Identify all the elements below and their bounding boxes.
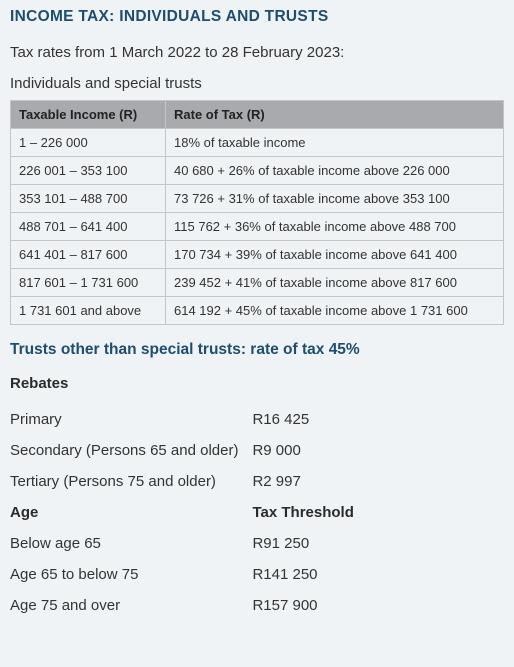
- cell-rate: 18% of taxable income: [166, 129, 504, 157]
- table-row: 817 601 – 1 731 600 239 452 + 41% of tax…: [11, 269, 504, 297]
- rebate-row: Tertiary (Persons 75 and older) R2 997: [10, 466, 354, 497]
- table-header-row: Taxable Income (R) Rate of Tax (R): [11, 101, 504, 129]
- individuals-subhead: Individuals and special trusts: [10, 75, 504, 92]
- threshold-row: Age 65 to below 75 R141 250: [10, 559, 354, 590]
- threshold-label: Age 75 and over: [10, 590, 252, 621]
- rebates-table: Primary R16 425 Secondary (Persons 65 an…: [10, 404, 354, 621]
- rebate-value: R2 997: [252, 466, 353, 497]
- rebate-row: Primary R16 425: [10, 404, 354, 435]
- rebate-value: R9 000: [252, 435, 353, 466]
- table-row: 641 401 – 817 600 170 734 + 39% of taxab…: [11, 241, 504, 269]
- cell-rate: 115 762 + 36% of taxable income above 48…: [166, 213, 504, 241]
- cell-income: 488 701 – 641 400: [11, 213, 166, 241]
- tax-brackets-table: Taxable Income (R) Rate of Tax (R) 1 – 2…: [10, 100, 504, 325]
- cell-income: 353 101 – 488 700: [11, 185, 166, 213]
- cell-rate: 73 726 + 31% of taxable income above 353…: [166, 185, 504, 213]
- trusts-rate-heading: Trusts other than special trusts: rate o…: [10, 341, 504, 359]
- tax-period-text: Tax rates from 1 March 2022 to 28 Februa…: [10, 44, 504, 61]
- col-header-income: Taxable Income (R): [11, 101, 166, 129]
- rebate-row: Secondary (Persons 65 and older) R9 000: [10, 435, 354, 466]
- cell-rate: 614 192 + 45% of taxable income above 1 …: [166, 297, 504, 325]
- page-title: INCOME TAX: INDIVIDUALS AND TRUSTS: [10, 8, 504, 26]
- threshold-value: R141 250: [252, 559, 353, 590]
- table-row: 353 101 – 488 700 73 726 + 31% of taxabl…: [11, 185, 504, 213]
- col-header-rate: Rate of Tax (R): [166, 101, 504, 129]
- threshold-value: R157 900: [252, 590, 353, 621]
- threshold-header-row: Age Tax Threshold: [10, 497, 354, 528]
- rebate-value: R16 425: [252, 404, 353, 435]
- cell-income: 641 401 – 817 600: [11, 241, 166, 269]
- cell-income: 226 001 – 353 100: [11, 157, 166, 185]
- table-row: 1 731 601 and above 614 192 + 45% of tax…: [11, 297, 504, 325]
- table-row: 226 001 – 353 100 40 680 + 26% of taxabl…: [11, 157, 504, 185]
- age-column-head: Age: [10, 497, 252, 528]
- table-row: 488 701 – 641 400 115 762 + 36% of taxab…: [11, 213, 504, 241]
- threshold-value: R91 250: [252, 528, 353, 559]
- threshold-label: Below age 65: [10, 528, 252, 559]
- table-row: 1 – 226 000 18% of taxable income: [11, 129, 504, 157]
- cell-income: 1 731 601 and above: [11, 297, 166, 325]
- threshold-row: Age 75 and over R157 900: [10, 590, 354, 621]
- rebates-heading: Rebates: [10, 375, 504, 392]
- cell-income: 1 – 226 000: [11, 129, 166, 157]
- cell-rate: 40 680 + 26% of taxable income above 226…: [166, 157, 504, 185]
- rebate-label: Tertiary (Persons 75 and older): [10, 466, 252, 497]
- rebate-label: Secondary (Persons 65 and older): [10, 435, 252, 466]
- threshold-row: Below age 65 R91 250: [10, 528, 354, 559]
- cell-income: 817 601 – 1 731 600: [11, 269, 166, 297]
- cell-rate: 239 452 + 41% of taxable income above 81…: [166, 269, 504, 297]
- income-tax-page: INCOME TAX: INDIVIDUALS AND TRUSTS Tax r…: [0, 0, 514, 633]
- cell-rate: 170 734 + 39% of taxable income above 64…: [166, 241, 504, 269]
- threshold-column-head: Tax Threshold: [252, 497, 353, 528]
- rebate-label: Primary: [10, 404, 252, 435]
- threshold-label: Age 65 to below 75: [10, 559, 252, 590]
